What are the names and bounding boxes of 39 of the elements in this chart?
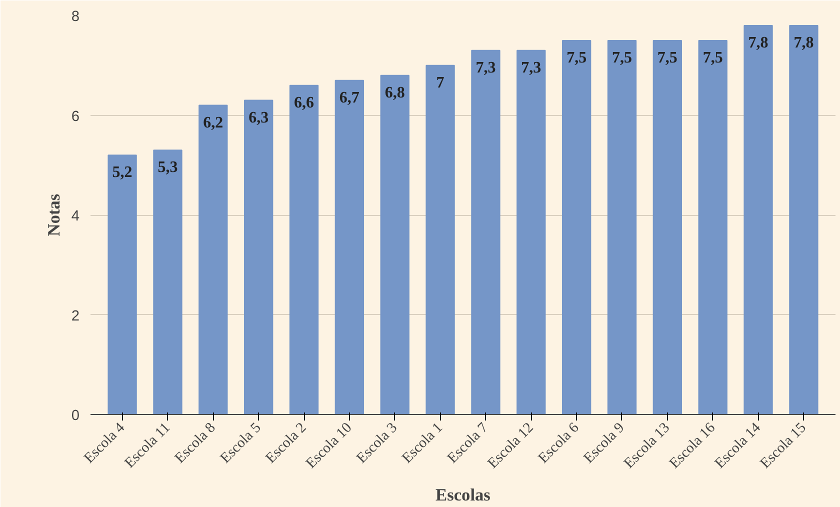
data-label: 7,5 [612,49,632,66]
bar [789,24,818,414]
data-label: 5,2 [112,164,132,182]
bar [108,154,137,414]
x-axis-title: Escolas [436,485,491,504]
bar [198,104,228,414]
data-label: 6,3 [248,109,269,126]
bar [289,84,319,414]
data-label: 6,6 [294,94,314,112]
bar [426,64,455,414]
data-label: 7,3 [476,59,496,76]
data-label: 7,8 [794,34,814,52]
bar [471,50,500,414]
bar [652,40,682,414]
y-axis-title: Notas [44,194,64,236]
data-label: 7,5 [657,49,678,66]
bar [244,100,274,414]
data-label: 6,8 [384,84,405,102]
bar [607,40,637,414]
bar [334,80,364,414]
bar [698,40,728,414]
data-label: 7,8 [748,34,768,52]
data-label: 7,5 [702,49,723,66]
y-tick-label: 2 [71,308,80,324]
bar [516,50,546,414]
data-label: 6,7 [339,89,360,106]
data-label: 7 [436,74,444,92]
y-tick-label: 8 [71,9,80,25]
data-label: 7,5 [566,49,587,66]
data-label: 7,3 [521,59,542,76]
bar [562,40,592,414]
bar [153,150,182,414]
y-tick-label: 4 [71,208,80,224]
bar [380,74,410,414]
data-label: 6,2 [203,114,224,132]
bar [744,24,773,414]
y-tick-label: 6 [71,108,80,125]
y-tick-label: 0 [71,408,80,424]
data-label: 5,3 [158,159,178,176]
